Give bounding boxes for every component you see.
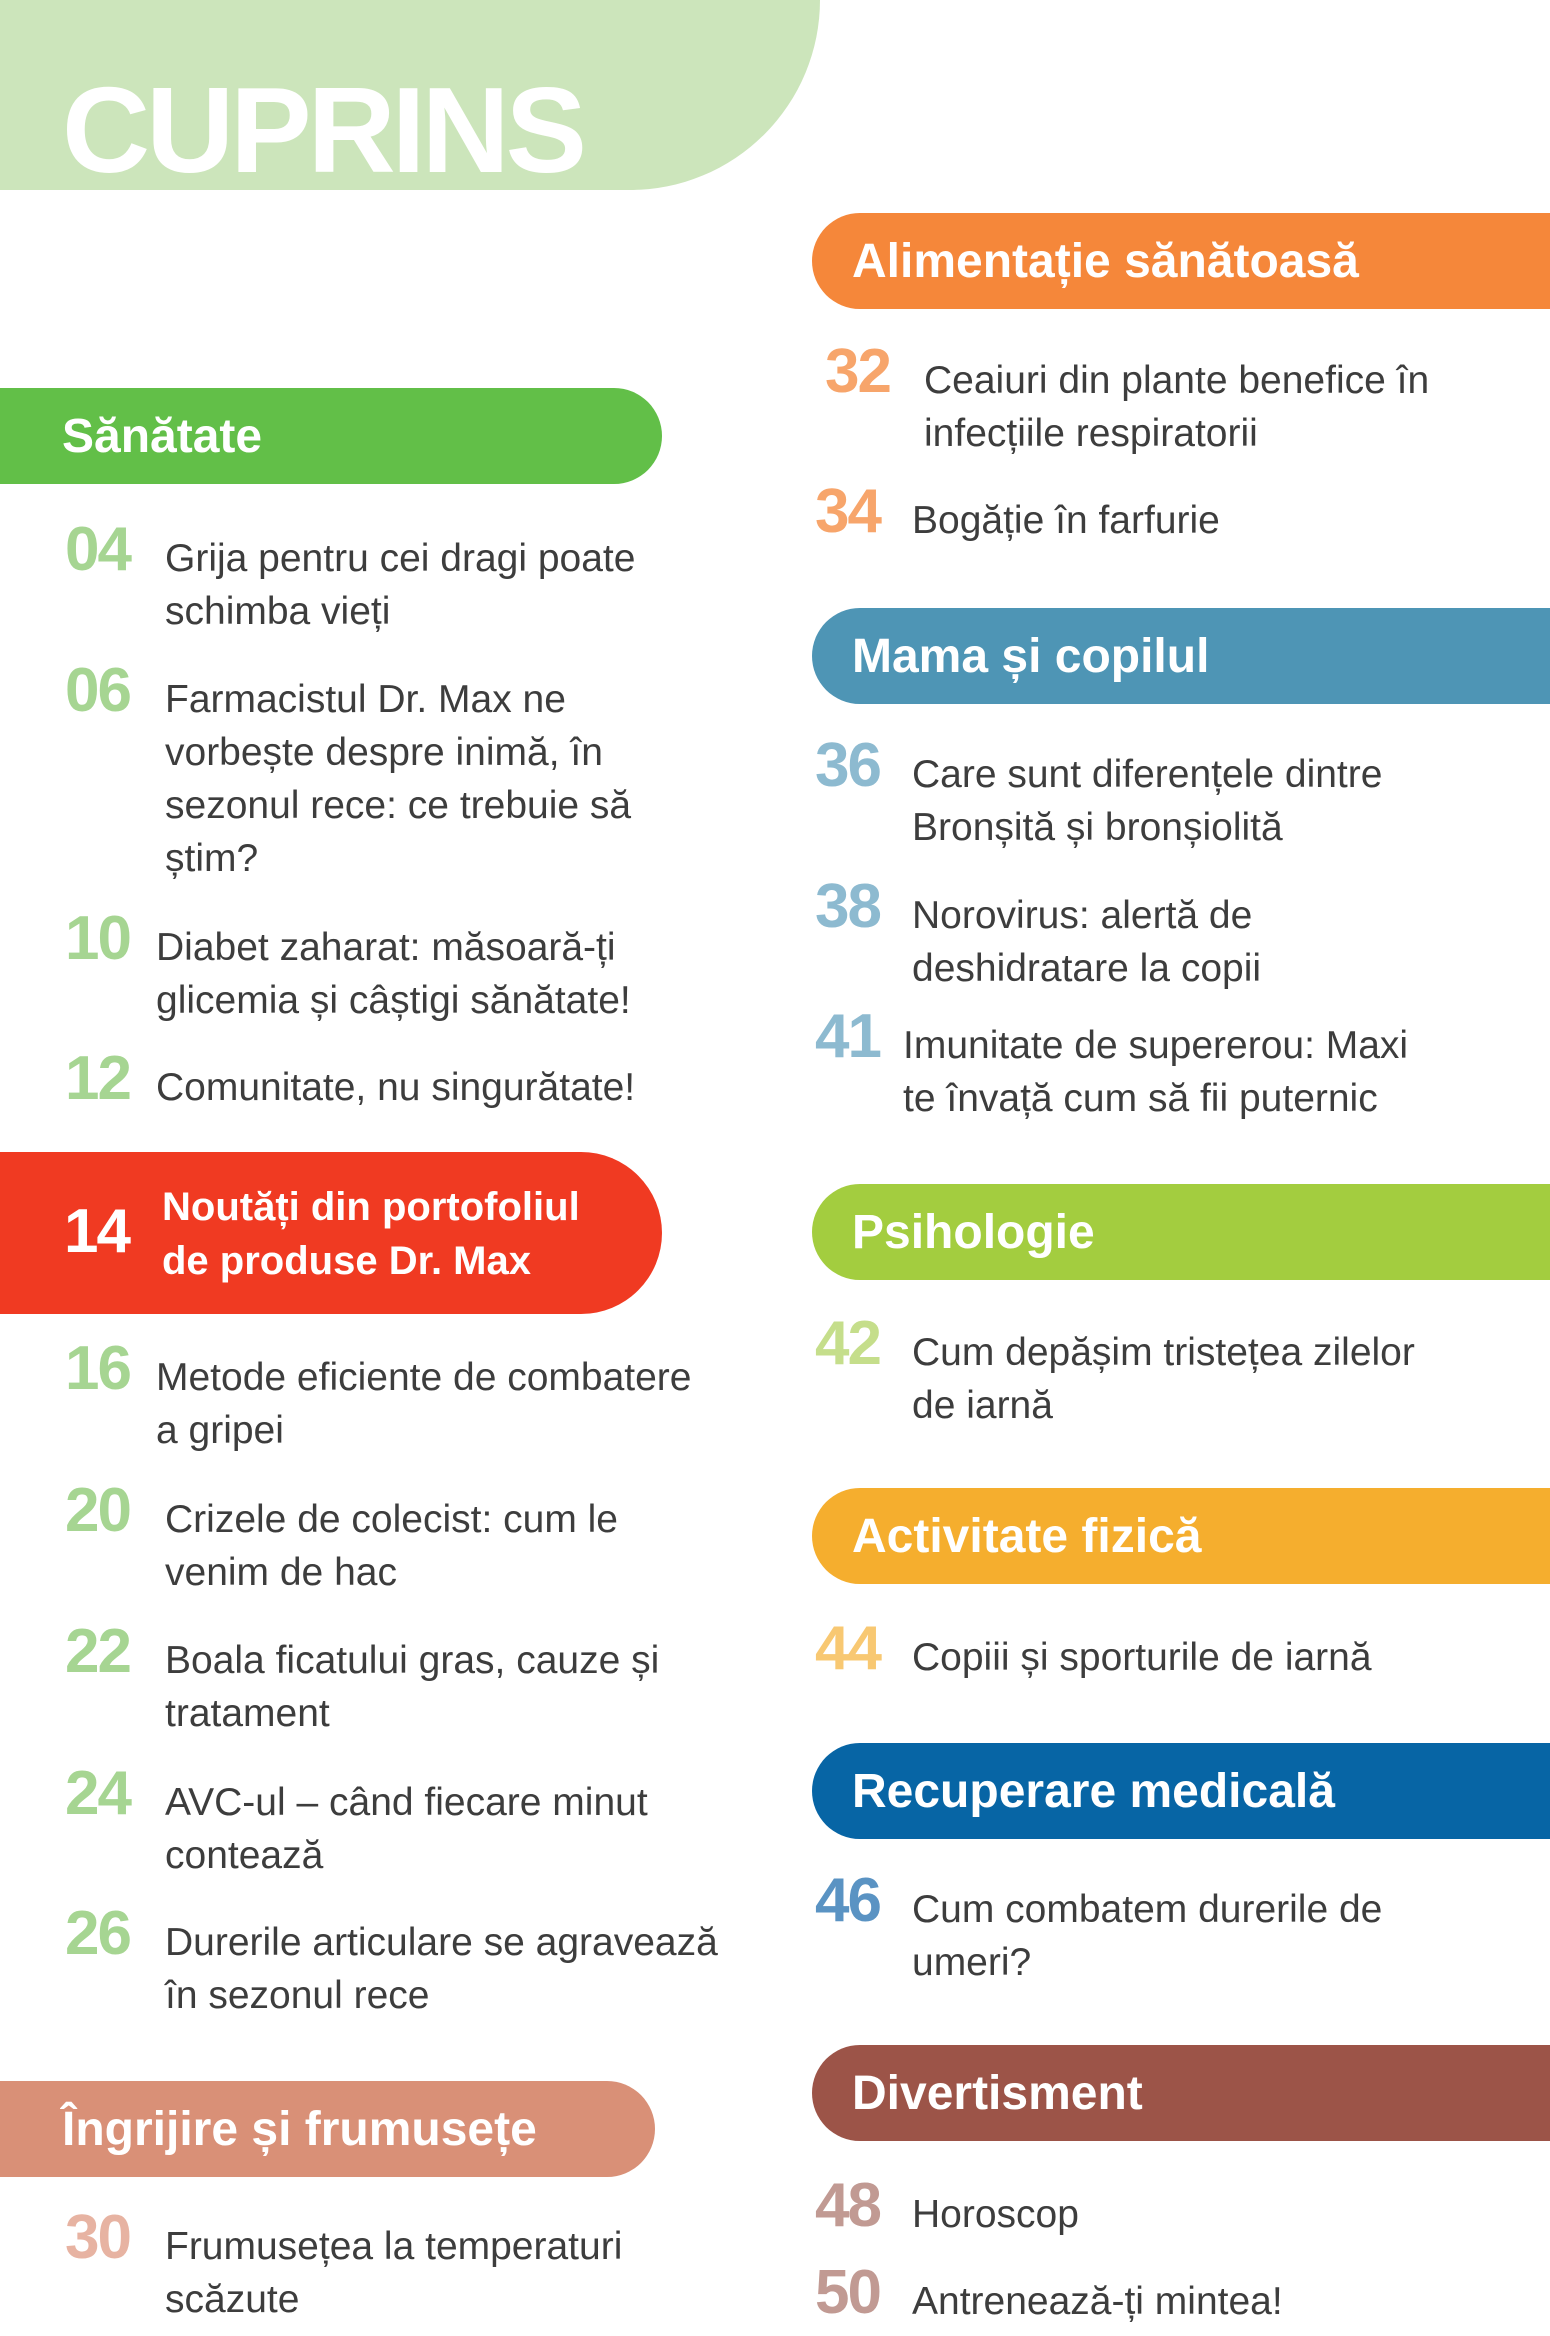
section-header-alimentatie: Alimentație sănătoasă [812,213,1550,309]
page-number: 36 [815,731,882,800]
article-title: Bogăție în farfurie [912,499,1220,542]
page-number: 50 [815,2258,882,2327]
article-title: Norovirus: alertă de deshidratare la cop… [912,894,1262,990]
page-number: 26 [65,1899,132,1968]
article-title: Cum combatem durerile de umeri? [912,1888,1383,1984]
article-title: Horoscop [912,2193,1079,2236]
page-number: 16 [65,1334,132,1403]
section-header-sanatate: Sănătate [0,388,662,484]
article-title: Noutăți din portofoliul de produse Dr. M… [162,1185,580,1283]
page-number: 10 [65,904,132,973]
article-title: Imunitate de supererou: Maxi te învață c… [903,1024,1409,1120]
article-title: AVC-ul – când fiecare minut contează [165,1781,648,1877]
article-title: Copiii și sporturile de iarnă [912,1636,1372,1679]
article-title: Comunitate, nu singurătate! [156,1066,636,1109]
header-shape [0,0,820,190]
page-number: 34 [815,477,882,546]
page-number: 24 [65,1759,132,1828]
page-number: 14 [64,1197,131,1266]
page-number: 46 [815,1866,882,1935]
section-header-mama: Mama și copilul [812,608,1550,704]
page-number: 12 [65,1044,132,1113]
section-header-activitate: Activitate fizică [812,1488,1550,1584]
section-header-recuperare: Recuperare medicală [812,1743,1550,1839]
page-number: 32 [825,337,892,406]
page-number: 44 [815,1614,882,1683]
page-number: 38 [815,872,882,941]
article-title: Metode eficiente de combatere a gripei [156,1356,692,1452]
article-title: Grija pentru cei dragi poate schimba vie… [165,537,636,633]
section-header-psihologie: Psihologie [812,1184,1550,1280]
article-title: Crizele de colecist: cum le venim de hac [165,1498,618,1594]
article-title: Cum depășim tristețea zilelor de iarnă [912,1331,1415,1427]
article-title: Durerile articulare se agravează în sezo… [165,1921,718,2017]
article-title: Boala ficatului gras, cauze și tratament [165,1639,660,1735]
page-title: CUPRINS [62,62,587,198]
page-number: 04 [65,515,132,584]
page-number: 48 [815,2171,882,2240]
section-header-ingrijire: Îngrijire și frumusețe [0,2081,655,2177]
article-title: Diabet zaharat: măsoară-ți glicemia și c… [156,926,631,1022]
featured-item-noutati[interactable]: 14 Noutăți din portofoliul de produse Dr… [0,1152,662,1314]
section-header-divertisment: Divertisment [812,2045,1550,2141]
page-number: 30 [65,2203,132,2272]
page-number: 06 [65,656,132,725]
page-number: 20 [65,1476,132,1545]
page-number: 41 [815,1002,882,1071]
page-number: 22 [65,1617,132,1686]
article-title: Antrenează-ți mintea! [912,2280,1283,2323]
page-number: 42 [815,1309,882,1378]
article-title: Farmacistul Dr. Max ne vorbește despre i… [165,678,632,880]
article-title: Frumusețea la temperaturi scăzute [165,2225,623,2321]
article-title: Ceaiuri din plante benefice în infecțiil… [924,359,1430,455]
article-title: Care sunt diferențele dintre Bronșită și… [912,753,1383,849]
